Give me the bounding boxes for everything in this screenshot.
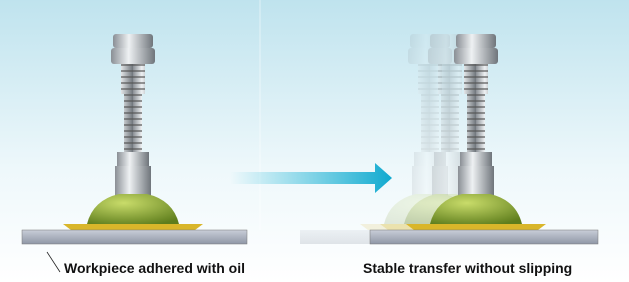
left-caption: Workpiece adhered with oil [64,260,245,276]
right-caption: Stable transfer without slipping [363,260,572,276]
workpiece-blur [300,230,370,244]
illustration: Workpiece adhered with oil Stable transf… [0,0,629,282]
right-workpiece [370,230,598,244]
left-workpiece [22,230,247,244]
